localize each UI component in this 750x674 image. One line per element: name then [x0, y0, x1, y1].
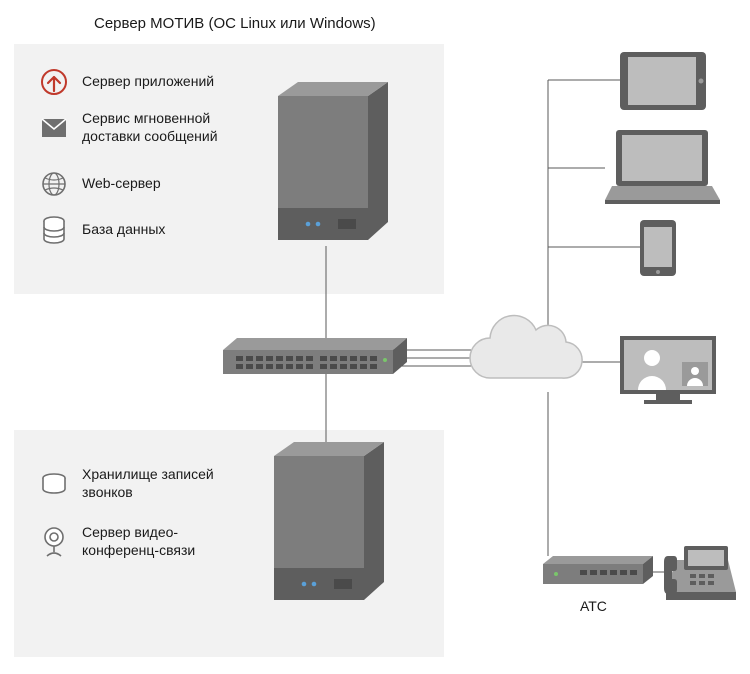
globe-icon: [40, 170, 68, 198]
laptop-icon: [605, 130, 720, 204]
diagram-title: Сервер МОТИВ (ОС Linux или Windows): [94, 15, 376, 32]
atc-switch-icon: [543, 556, 653, 584]
network-switch-icon: [223, 338, 407, 374]
deskphone-icon: [664, 546, 736, 600]
videoconf-monitor-icon: [620, 336, 716, 404]
cloud-icon: [470, 315, 582, 378]
database-icon: [40, 216, 68, 244]
mail-icon: [40, 114, 68, 142]
service-database: База данных: [40, 216, 165, 244]
disk-icon: [40, 470, 68, 498]
app-server-icon: [40, 68, 68, 96]
service-label: База данных: [82, 221, 165, 239]
tablet-icon: [620, 52, 706, 110]
service-app-server: Сервер приложений: [40, 68, 214, 96]
webcam-icon: [40, 528, 68, 556]
service-label: Сервис мгновенной доставки сообщений: [82, 110, 252, 145]
service-label: Сервер видео-конференц-связи: [82, 524, 252, 559]
service-label: Хранилище записей звонков: [82, 466, 252, 501]
smartphone-icon: [640, 220, 676, 276]
service-videoconf: Сервер видео-конференц-связи: [40, 524, 252, 559]
atc-label: АТС: [580, 598, 607, 614]
service-web: Web-сервер: [40, 170, 161, 198]
service-label: Сервер приложений: [82, 73, 214, 91]
service-label: Web-сервер: [82, 175, 161, 193]
service-messaging: Сервис мгновенной доставки сообщений: [40, 110, 252, 145]
service-call-storage: Хранилище записей звонков: [40, 466, 252, 501]
